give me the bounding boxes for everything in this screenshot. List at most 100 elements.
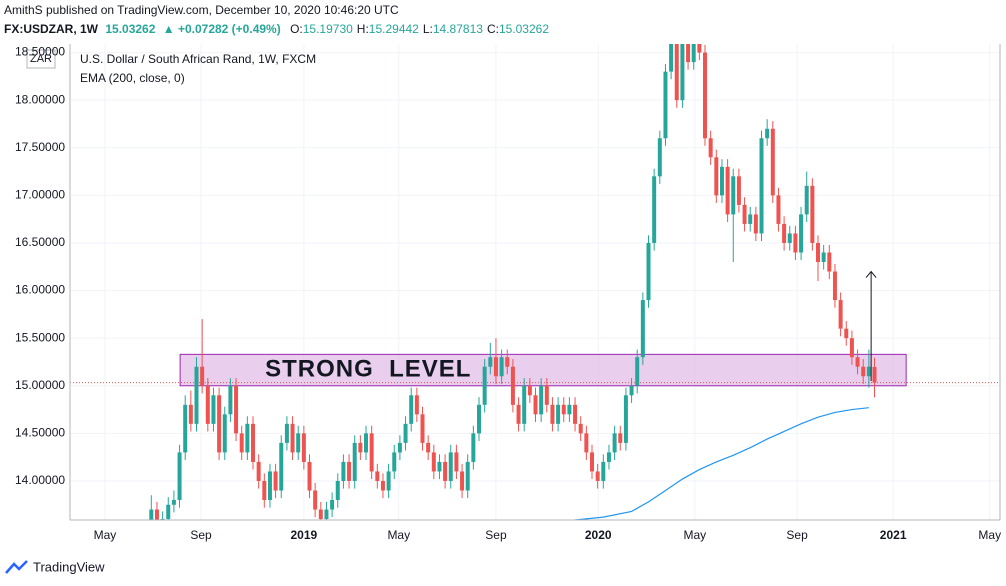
y-tick-label: 18.00000 bbox=[15, 92, 65, 106]
logo-icon bbox=[5, 560, 28, 574]
ohlc-label: O: bbox=[290, 22, 303, 36]
candle-body bbox=[793, 233, 798, 253]
ema-legend: EMA (200, close, 0) bbox=[80, 71, 185, 85]
candle-body bbox=[437, 461, 442, 472]
candle-body bbox=[855, 357, 860, 367]
candle-body bbox=[307, 461, 312, 491]
candle-body bbox=[251, 423, 256, 462]
candle-body bbox=[149, 509, 154, 520]
candle-body bbox=[205, 385, 210, 424]
candle-body bbox=[239, 433, 244, 453]
candle-body bbox=[725, 166, 730, 215]
candle-body bbox=[284, 423, 289, 443]
footer-logo: TradingView bbox=[5, 559, 105, 574]
x-tick-label: Sep bbox=[190, 528, 212, 542]
candle-body bbox=[861, 366, 866, 377]
candle-body bbox=[782, 223, 787, 243]
candle-body bbox=[697, 44, 702, 53]
candle-body bbox=[635, 357, 640, 386]
y-tick-label: 14.00000 bbox=[15, 473, 65, 487]
candle-body bbox=[335, 480, 340, 501]
candle-body bbox=[765, 128, 770, 139]
candle-body bbox=[505, 357, 510, 367]
y-tick-label: 14.50000 bbox=[15, 426, 65, 440]
x-tick-label: 2020 bbox=[585, 528, 612, 542]
y-tick-label: 16.00000 bbox=[15, 283, 65, 297]
candle-body bbox=[544, 385, 549, 405]
candle-body bbox=[686, 44, 691, 63]
candle-body bbox=[787, 233, 792, 243]
candle-body bbox=[849, 338, 854, 358]
candle-body bbox=[318, 509, 323, 520]
candle-body bbox=[561, 404, 566, 415]
candle-body bbox=[590, 452, 595, 472]
candle-body bbox=[866, 366, 871, 377]
candle-body bbox=[731, 176, 736, 215]
candle-body bbox=[380, 480, 385, 491]
candle-body bbox=[420, 414, 425, 443]
candle-body bbox=[177, 452, 182, 501]
candle-body bbox=[330, 500, 335, 510]
candle-body bbox=[409, 395, 414, 424]
ohlc-label: C: bbox=[487, 22, 499, 36]
currency-box bbox=[26, 49, 56, 69]
x-tick-label: May bbox=[94, 528, 117, 542]
candle-body bbox=[821, 252, 826, 263]
candle-body bbox=[426, 442, 431, 453]
candle-body bbox=[601, 461, 606, 481]
candle-body bbox=[386, 471, 391, 491]
candle-body bbox=[595, 471, 600, 481]
candle-body bbox=[640, 300, 645, 358]
candle-body bbox=[358, 442, 363, 453]
candle-body bbox=[573, 404, 578, 424]
y-tick-label: 17.50000 bbox=[15, 140, 65, 154]
y-tick-label: 15.50000 bbox=[15, 330, 65, 344]
candle-body bbox=[460, 471, 465, 491]
change: ▲ +0.07282 (+0.49%) bbox=[163, 22, 281, 36]
candle-body bbox=[403, 423, 408, 443]
candle-body bbox=[347, 461, 352, 481]
candle-body bbox=[166, 504, 171, 520]
candle-body bbox=[245, 423, 250, 453]
candle-body bbox=[799, 214, 804, 253]
candle-body bbox=[194, 366, 199, 424]
x-tick-label: Sep bbox=[485, 528, 507, 542]
zone-label: STRONG LEVEL bbox=[265, 355, 471, 382]
candle-body bbox=[471, 433, 476, 462]
level-zone bbox=[179, 353, 907, 387]
candle-body bbox=[510, 366, 515, 405]
candle-body bbox=[352, 442, 357, 481]
x-tick-label: 2021 bbox=[880, 528, 907, 542]
candle-body bbox=[742, 204, 747, 224]
candle-body bbox=[414, 395, 419, 415]
candle-body bbox=[663, 71, 668, 139]
candle-body bbox=[482, 366, 487, 405]
x-tick-label: May bbox=[978, 528, 1001, 542]
candle-body bbox=[160, 519, 165, 520]
y-tick-label: 18.50000 bbox=[15, 45, 65, 59]
candle-body bbox=[448, 452, 453, 481]
candle-body bbox=[804, 185, 809, 215]
candle-body bbox=[493, 357, 498, 377]
candle-body bbox=[324, 509, 329, 520]
ema-line bbox=[574, 407, 869, 520]
candle-body bbox=[488, 357, 493, 367]
candle-body bbox=[612, 433, 617, 453]
candle-body bbox=[753, 214, 758, 234]
candle-body bbox=[279, 442, 284, 491]
candle-body bbox=[234, 385, 239, 434]
candle-body bbox=[578, 423, 583, 434]
candle-body bbox=[674, 44, 679, 101]
candle-body bbox=[623, 395, 628, 443]
candle-body bbox=[844, 328, 849, 339]
candle-body bbox=[375, 471, 380, 481]
candle-body bbox=[669, 44, 674, 72]
candle-body bbox=[776, 195, 781, 224]
candle-body bbox=[584, 433, 589, 453]
candle-body bbox=[364, 433, 369, 453]
candle-body bbox=[296, 433, 301, 453]
candle-body bbox=[556, 404, 561, 424]
last-price: 15.03262 bbox=[105, 22, 155, 36]
candle-body bbox=[736, 176, 741, 205]
candle-body bbox=[680, 44, 685, 101]
